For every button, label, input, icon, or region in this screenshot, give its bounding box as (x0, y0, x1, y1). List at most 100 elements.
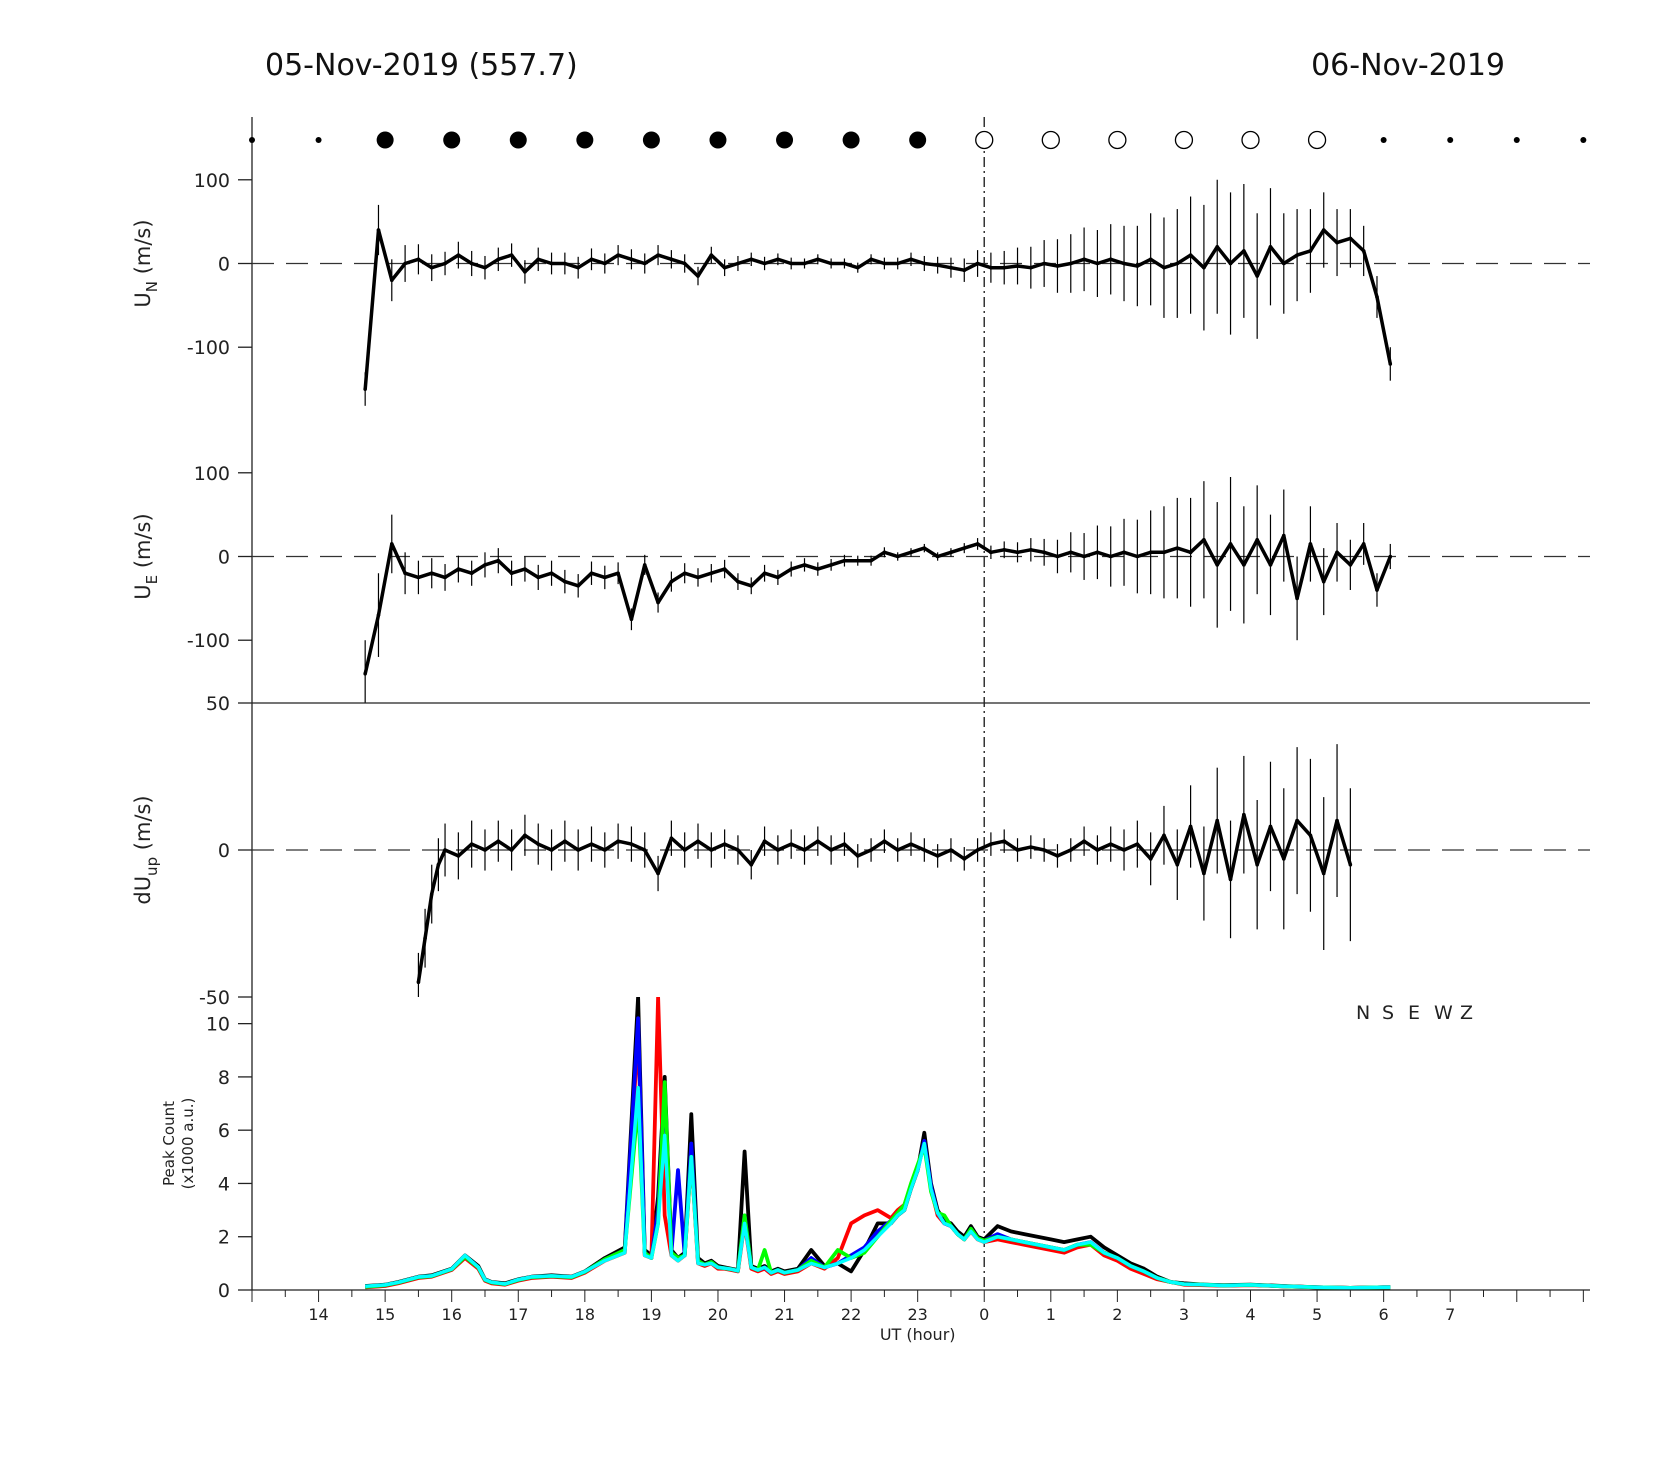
data-point (1321, 579, 1326, 584)
data-point (1228, 261, 1233, 266)
data-point (816, 839, 820, 843)
data-layer (416, 744, 1353, 997)
x-tick-label: 16 (442, 1305, 462, 1324)
data-point (576, 265, 580, 270)
data-point (576, 848, 580, 852)
data-point (989, 842, 993, 846)
data-point (563, 261, 567, 266)
data-point (469, 571, 474, 576)
data-point (1095, 848, 1100, 852)
moon-dot-marker (1580, 137, 1587, 143)
data-layer (363, 179, 1393, 406)
panel-UN: 100 0 -100 UN (m/s) (131, 170, 1590, 406)
data-point (949, 550, 953, 555)
data-point (1135, 264, 1140, 268)
data-point (496, 558, 501, 563)
x-axis-label: UT (hour) (880, 1325, 956, 1344)
data-point (1042, 550, 1046, 555)
data-point (722, 842, 727, 846)
data-point (1321, 228, 1326, 232)
data-point (749, 584, 754, 588)
data-point (1055, 264, 1060, 268)
data-point (536, 257, 541, 262)
data-point (682, 571, 687, 576)
data-point (669, 257, 674, 262)
legend-entry-Z: Z (1460, 1002, 1473, 1024)
data-point (762, 571, 767, 576)
data-point (656, 600, 660, 605)
data-point (1029, 265, 1033, 270)
data-point (1175, 546, 1180, 550)
data-point (709, 848, 714, 852)
x-tick-label: 23 (907, 1305, 927, 1324)
data-point (736, 848, 740, 852)
data-point (789, 567, 793, 571)
y-tick-label: 100 (194, 170, 230, 192)
data-point (1148, 257, 1153, 262)
data-point (1029, 548, 1033, 552)
data-point (962, 857, 967, 861)
data-point (802, 261, 807, 266)
data-point (749, 862, 754, 867)
ylabel-unit: (m/s) (131, 513, 155, 575)
data-point (429, 265, 434, 270)
series-E-line (365, 1016, 1391, 1290)
data-point (1361, 542, 1366, 546)
data-point (403, 571, 407, 576)
moon-dot-marker (1447, 137, 1454, 143)
data-point (922, 261, 927, 266)
data-point (423, 936, 427, 940)
y-tick-label: 2 (218, 1227, 230, 1249)
data-point (389, 278, 394, 283)
moon-filled-marker (376, 131, 394, 149)
data-point (1255, 862, 1259, 867)
data-point (1335, 550, 1339, 555)
data-point (509, 848, 514, 852)
data-point (1029, 845, 1033, 849)
data-point (429, 571, 434, 576)
data-point (882, 839, 887, 843)
data-point (483, 265, 487, 270)
data-point (1202, 265, 1206, 270)
legend-entry-N: N (1356, 1002, 1370, 1024)
y-tick-label: 100 (194, 463, 230, 485)
data-point (1175, 862, 1180, 867)
moon-open-marker (1108, 130, 1127, 150)
data-point (443, 261, 447, 266)
data-point (509, 571, 514, 576)
data-point (802, 848, 807, 852)
data-point (1082, 839, 1086, 843)
x-tick-label: 22 (841, 1305, 861, 1324)
data-point (935, 263, 940, 267)
data-point (1242, 563, 1246, 567)
ylabel-sub: E (143, 575, 161, 584)
data-point (629, 257, 634, 262)
moon-filled-marker (776, 131, 794, 149)
data-point (882, 261, 887, 266)
data-point (1188, 824, 1193, 829)
data-point (1135, 554, 1140, 559)
data-point (1015, 550, 1020, 555)
data-point (536, 842, 541, 846)
data-point (616, 253, 620, 257)
data-point (922, 546, 927, 550)
data-point (469, 842, 474, 846)
data-point (829, 261, 833, 266)
data-point (722, 567, 727, 571)
data-point (376, 613, 381, 617)
data-point (1268, 563, 1273, 567)
x-tick-label: 1 (1046, 1305, 1056, 1324)
data-point (975, 261, 980, 266)
data-point (1295, 818, 1299, 823)
legend-entry-E: E (1408, 1002, 1420, 1024)
panel-dUup: 50 0 -50 dUup (m/s) (131, 693, 1590, 1009)
data-point (855, 558, 860, 563)
data-point (1228, 542, 1233, 546)
data-point (789, 842, 793, 846)
data-point (682, 261, 687, 266)
data-point (1202, 871, 1206, 876)
data-point (563, 579, 567, 584)
data-point (456, 253, 461, 257)
x-tick-label: 5 (1312, 1305, 1322, 1324)
data-point (989, 265, 993, 270)
